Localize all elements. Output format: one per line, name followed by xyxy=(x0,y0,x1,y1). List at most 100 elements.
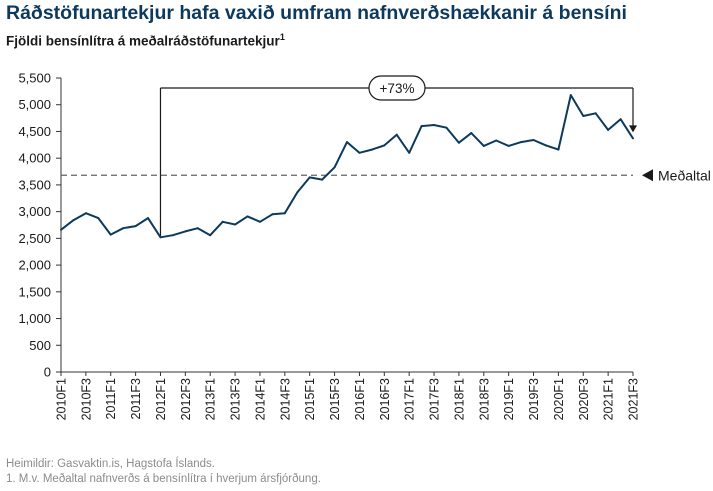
data-point xyxy=(420,125,423,128)
x-tick-label: 2017F1 xyxy=(403,378,417,420)
data-point xyxy=(234,223,237,226)
y-axis: 0 500 1,000 1,500 2,000 2,500 3,000 3,500 4,000 4… xyxy=(18,71,62,380)
x-tick-label: 2010F3 xyxy=(79,378,93,420)
subtitle-text: Fjöldi bensínlítra á meðalráðstöfunartek… xyxy=(6,33,280,49)
data-point xyxy=(582,115,585,117)
footer-source: Heimildir: Gasvaktin.is, Hagstofa Ísland… xyxy=(6,458,215,470)
data-point xyxy=(358,151,361,154)
x-tick-label: 2019F1 xyxy=(502,378,516,420)
y-tick-label: 0 xyxy=(44,365,51,380)
data-point xyxy=(495,139,498,142)
x-axis: 2010F1 2010F3 2011F1 2011F3 2012F1 2012F3 2013… xyxy=(55,371,641,420)
data-point xyxy=(171,234,174,237)
data-point xyxy=(209,234,212,237)
data-point xyxy=(395,133,398,136)
data-point xyxy=(159,236,162,239)
data-point xyxy=(259,220,261,223)
data-point xyxy=(97,217,100,220)
x-tick-label: 2012F1 xyxy=(154,378,168,420)
x-tick-label: 2019F3 xyxy=(527,378,541,420)
data-point xyxy=(569,94,572,97)
x-tick-label: 2012F3 xyxy=(179,378,193,420)
x-tick-label: 2010F1 xyxy=(55,378,69,420)
data-point xyxy=(196,227,199,230)
data-point xyxy=(333,166,336,169)
x-tick-label: 2017F3 xyxy=(428,378,442,420)
data-point xyxy=(134,225,137,228)
y-tick-label: 1,500 xyxy=(18,284,51,299)
data-point xyxy=(545,144,547,147)
y-tick-label: 2,000 xyxy=(18,258,51,273)
data-point xyxy=(122,227,125,230)
footer-note: 1. M.v. Meðaltal nafnverðs á bensínlítra… xyxy=(6,473,321,485)
data-point xyxy=(457,141,460,144)
x-tick-label: 2016F1 xyxy=(353,378,367,420)
chart-title: Ráðstöfunartekjur hafa vaxið umfram nafn… xyxy=(6,2,627,24)
data-point xyxy=(433,124,435,126)
x-tick-label: 2020F1 xyxy=(552,378,566,420)
x-tick-label: 2020F3 xyxy=(577,378,591,420)
y-tick-label: 4,000 xyxy=(18,151,51,166)
annotation-label: +73% xyxy=(380,81,415,96)
annotation-label-box xyxy=(368,75,426,101)
x-tick-label: 2015F3 xyxy=(328,378,342,420)
data-point xyxy=(308,176,311,179)
x-tick-label: 2014F1 xyxy=(253,378,267,420)
x-tick-label: 2021F1 xyxy=(602,378,616,420)
y-tick-label: 5,000 xyxy=(18,97,51,112)
data-point xyxy=(84,212,87,215)
data-point xyxy=(370,148,373,151)
data-point xyxy=(271,213,274,216)
y-tick-label: 4,500 xyxy=(18,124,51,139)
y-tick-label: 500 xyxy=(29,338,51,353)
x-tick-label: 2013F3 xyxy=(229,378,243,420)
data-point xyxy=(557,148,560,151)
average-layer: Meðaltal xyxy=(61,167,711,183)
data-point xyxy=(507,144,510,147)
data-point xyxy=(470,132,473,135)
data-point xyxy=(109,233,112,236)
data-point xyxy=(408,151,411,154)
x-tick-label: 2016F3 xyxy=(378,378,392,420)
chart-subtitle: Fjöldi bensínlítra á meðalráðstöfunartek… xyxy=(6,32,285,49)
average-marker-icon xyxy=(642,169,653,182)
x-tick-label: 2015F1 xyxy=(303,378,317,420)
data-point xyxy=(184,230,187,233)
data-point xyxy=(520,141,523,144)
data-point xyxy=(346,141,348,144)
data-point xyxy=(246,215,249,218)
data-point xyxy=(619,118,622,121)
data-point xyxy=(147,217,149,220)
series-layer xyxy=(60,94,634,239)
data-point xyxy=(482,144,485,147)
x-tick-label: 2018F3 xyxy=(477,378,491,420)
subtitle-footnote-mark: 1 xyxy=(279,32,285,42)
average-label: Meðaltal xyxy=(658,167,711,183)
y-tick-label: 2,500 xyxy=(18,231,51,246)
data-point xyxy=(632,137,634,140)
data-point xyxy=(383,144,386,147)
x-tick-label: 2013F1 xyxy=(204,378,218,420)
data-point xyxy=(607,128,610,131)
data-point xyxy=(532,139,535,141)
x-tick-label: 2018F1 xyxy=(452,378,466,420)
x-tick-label: 2011F3 xyxy=(129,378,143,420)
y-tick-label: 3,500 xyxy=(18,177,51,192)
data-point xyxy=(72,219,75,222)
data-point xyxy=(594,112,597,115)
x-tick-label: 2011F1 xyxy=(104,378,118,420)
series-line xyxy=(60,94,634,239)
x-tick-label: 2021F3 xyxy=(627,378,641,420)
annotation-arrow-icon xyxy=(629,125,637,133)
data-point xyxy=(60,228,62,231)
y-tick-label: 5,500 xyxy=(18,71,51,86)
growth-annotation: +73% xyxy=(159,75,637,238)
data-point xyxy=(321,178,324,181)
data-point xyxy=(445,126,448,129)
y-tick-label: 1,000 xyxy=(18,311,51,326)
data-point xyxy=(296,191,299,194)
data-point xyxy=(283,212,286,215)
y-tick-label: 3,000 xyxy=(18,204,51,219)
data-point xyxy=(221,220,224,223)
